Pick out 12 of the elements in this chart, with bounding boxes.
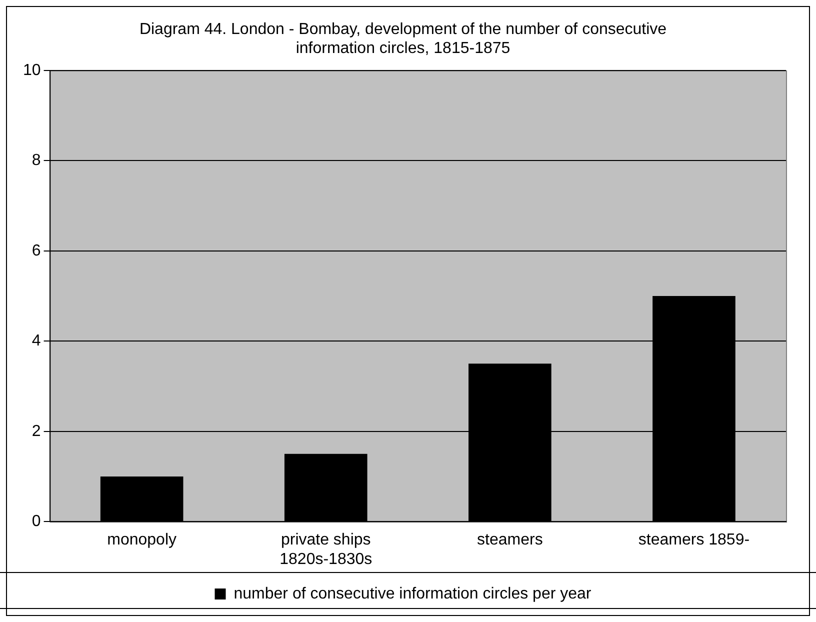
x-tick-label: steamers 1859- <box>638 532 750 549</box>
chart-title: Diagram 44. London - Bombay, development of the number of consecutive information circles, 1815-1875 <box>139 21 667 58</box>
y-tick-label: 6 <box>32 242 41 260</box>
y-tick-label: 8 <box>32 152 41 170</box>
y-tick-label: 2 <box>32 422 41 440</box>
y-tick-label: 10 <box>23 62 41 79</box>
x-tick-label: steamers <box>477 532 543 549</box>
x-tick-label: monopoly <box>107 532 177 549</box>
y-tick-label: 0 <box>32 513 41 530</box>
x-tick-label: private ships 1820s-1830s <box>280 532 372 568</box>
y-tick-label: 4 <box>32 332 41 350</box>
legend-label: number of consecutive information circles per year <box>234 585 592 602</box>
